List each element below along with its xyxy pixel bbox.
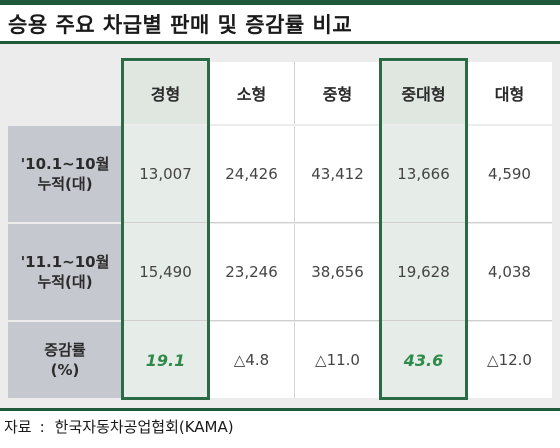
row-header-2010: '10.1~10월 누적(대) xyxy=(8,126,122,222)
table-cell: 13,007 xyxy=(122,126,208,222)
source-note: 자료: 한국자동차공업협회(KAMA) xyxy=(4,416,234,437)
source-text: 한국자동차공업협회(KAMA) xyxy=(54,418,234,436)
column-header-light: 경형 xyxy=(122,62,208,124)
table-cell: △4.8 xyxy=(208,322,294,398)
table-cell: 38,656 xyxy=(294,224,380,320)
table-cell: 15,490 xyxy=(122,224,208,320)
top-rule xyxy=(0,0,560,5)
column-header-mid-large: 중대형 xyxy=(380,62,466,124)
bottom-rule xyxy=(0,408,560,411)
page-title: 승용 주요 차급별 판매 및 증감률 비교 xyxy=(8,13,353,37)
title-rule xyxy=(0,41,560,44)
column-header-mid: 중형 xyxy=(294,62,380,124)
row-header-change-rate: 증감률 (%) xyxy=(8,322,122,398)
table-cell: 4,590 xyxy=(466,126,552,222)
table-cell-highlight: 43.6 xyxy=(380,322,466,398)
row-header-line2: 누적(대) xyxy=(37,175,93,193)
table-cell: 24,426 xyxy=(208,126,294,222)
row-header-line1: 증감률 xyxy=(44,341,86,359)
row-header-line1: '10.1~10월 xyxy=(20,155,110,173)
row-header-line2: 누적(대) xyxy=(37,273,93,291)
table-cell: 23,246 xyxy=(208,224,294,320)
table-cell: 19,628 xyxy=(380,224,466,320)
row-divider xyxy=(122,222,552,223)
source-separator: : xyxy=(39,418,45,436)
column-header-large: 대형 xyxy=(466,62,552,124)
table-cell: △12.0 xyxy=(466,322,552,398)
row-header-line1: '11.1~10월 xyxy=(20,253,110,271)
table-cell: 4,038 xyxy=(466,224,552,320)
row-header-line2: (%) xyxy=(50,361,80,379)
highlight-value: 19.1 xyxy=(145,350,186,370)
table-cell: △11.0 xyxy=(294,322,380,398)
table-cell-highlight: 19.1 xyxy=(122,322,208,398)
table-cell: 13,666 xyxy=(380,126,466,222)
row-divider xyxy=(122,320,552,321)
highlight-value: 43.6 xyxy=(403,350,444,370)
table-cell: 43,412 xyxy=(294,126,380,222)
source-label: 자료 xyxy=(4,418,32,436)
column-header-small: 소형 xyxy=(208,62,294,124)
row-header-2011: '11.1~10월 누적(대) xyxy=(8,224,122,320)
